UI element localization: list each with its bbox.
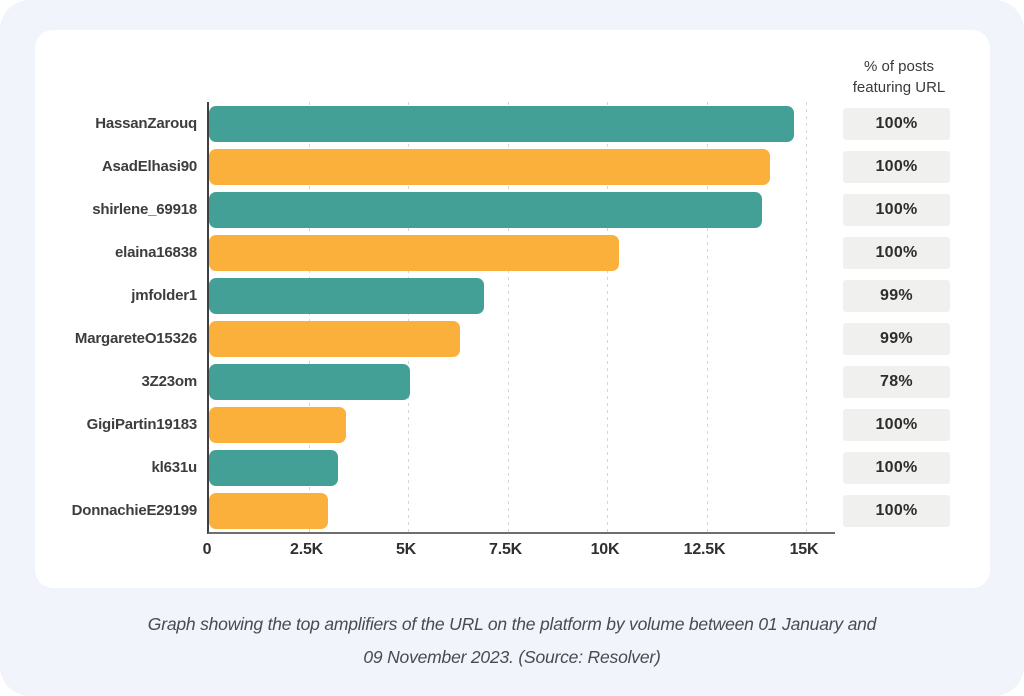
percent-badge-GigiPartin19183: 100% xyxy=(843,408,950,441)
bar-HassanZarouq xyxy=(209,105,795,142)
bar-label-3Z23om: 3Z23om xyxy=(141,373,198,390)
gridline-12.5K xyxy=(706,102,708,532)
plot-area xyxy=(207,102,835,534)
percent-badge-MargareteO15326: 99% xyxy=(843,322,950,355)
gridline-2.5K xyxy=(308,102,310,532)
percent-badge-elaina16838: 100% xyxy=(843,236,950,269)
bar-3Z23om xyxy=(209,363,410,400)
percent-badge-DonnachieE29199: 100% xyxy=(843,494,950,527)
bar-label-AsadElhasi90: AsadElhasi90 xyxy=(101,158,197,175)
gridline-5K xyxy=(408,102,409,532)
figure-caption: Graph showing the top amplifiers of the … xyxy=(0,608,1024,674)
x-tick-2.5K: 2.5K xyxy=(290,541,323,558)
bar-label-kl631u: kl631u xyxy=(151,459,198,476)
bar-elaina16838 xyxy=(209,234,619,271)
percent-badge-kl631u: 100% xyxy=(843,451,950,484)
percent-column-header: % of posts featuring URL xyxy=(814,56,984,98)
bar-kl631u xyxy=(209,449,339,486)
x-tick-7.5K: 7.5K xyxy=(489,541,522,558)
bar-label-GigiPartin19183: GigiPartin19183 xyxy=(86,416,198,433)
x-tick-12.5K: 12.5K xyxy=(683,541,726,558)
percent-badge-AsadElhasi90: 100% xyxy=(843,150,950,183)
percent-badge-shirlene_69918: 100% xyxy=(843,193,950,226)
percent-badge-HassanZarouq: 100% xyxy=(843,107,950,140)
caption-line2: 09 November 2023. (Source: Resolver) xyxy=(363,647,661,667)
bar-label-shirlene_69918: shirlene_69918 xyxy=(92,201,197,218)
bar-label-HassanZarouq: HassanZarouq xyxy=(95,115,197,132)
bar-GigiPartin19183 xyxy=(209,406,347,443)
x-tick-10K: 10K xyxy=(590,541,620,558)
bar-label-jmfolder1: jmfolder1 xyxy=(131,287,197,304)
bar-shirlene_69918 xyxy=(209,191,763,228)
bar-label-DonnachieE29199: DonnachieE29199 xyxy=(71,502,198,519)
x-tick-0: 0 xyxy=(202,541,212,558)
bar-label-MargareteO15326: MargareteO15326 xyxy=(74,330,197,347)
x-tick-5K: 5K xyxy=(395,541,417,558)
bar-DonnachieE29199 xyxy=(209,492,329,529)
x-tick-15K: 15K xyxy=(789,541,819,558)
bar-label-elaina16838: elaina16838 xyxy=(114,244,197,261)
percent-header-line1: % of posts xyxy=(863,58,935,75)
bar-AsadElhasi90 xyxy=(209,148,771,185)
caption-line1: Graph showing the top amplifiers of the … xyxy=(147,614,877,634)
percent-header-line2: featuring URL xyxy=(852,79,946,96)
bar-MargareteO15326 xyxy=(209,320,460,357)
gridline-15K xyxy=(806,102,807,532)
gridline-10K xyxy=(607,102,608,532)
percent-badge-3Z23om: 78% xyxy=(843,365,950,398)
chart-card: % of posts featuring URL HassanZarouq Asa… xyxy=(35,30,990,588)
percent-badge-jmfolder1: 99% xyxy=(843,279,950,312)
gridline-7.5K xyxy=(507,102,509,532)
bar-jmfolder1 xyxy=(209,277,484,314)
